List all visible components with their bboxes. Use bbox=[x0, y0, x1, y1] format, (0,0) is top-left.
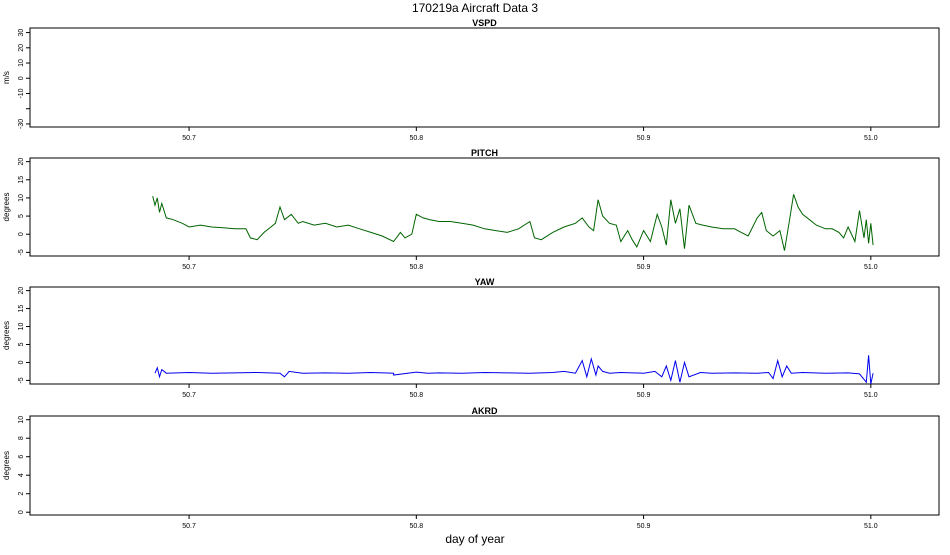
y-tick-label: -5 bbox=[18, 249, 25, 255]
y-axis-label: degrees bbox=[2, 321, 11, 350]
y-tick-label: 15 bbox=[18, 305, 25, 313]
panel-vspd: VSPD -30 -10 0 10 20 30 50.7 50.8 50.9 51.0 m/s bbox=[2, 18, 940, 142]
y-tick-label: 10 bbox=[18, 323, 25, 331]
y-tick-label: -30 bbox=[18, 119, 25, 129]
y-tick-label: 0 bbox=[18, 76, 25, 80]
x-tick-label: 50.7 bbox=[182, 264, 196, 271]
panel-akrd: AKRD 0 2 4 6 8 10 50.7 50.8 50.9 51.0 degrees bbox=[2, 406, 940, 530]
y-tick-label: 15 bbox=[18, 176, 25, 184]
x-tick-label: 50.9 bbox=[637, 523, 651, 530]
panel-yaw: YAW -5 0 5 10 15 20 50.7 50.8 50.9 51.0 degrees bbox=[2, 277, 940, 399]
x-tick-label: 51.0 bbox=[864, 523, 878, 530]
plot-frame bbox=[29, 157, 940, 257]
figure-title: 170219a Aircraft Data 3 bbox=[412, 1, 538, 15]
series-line bbox=[154, 355, 874, 385]
y-tick-label: 0 bbox=[18, 510, 25, 514]
x-tick-label: 50.7 bbox=[182, 135, 196, 142]
y-tick-label: 0 bbox=[18, 360, 25, 364]
y-tick-label: 30 bbox=[18, 29, 25, 37]
x-tick-label: 50.8 bbox=[410, 264, 424, 271]
panel-pitch: PITCH -5 0 5 10 15 20 50.7 50.8 50.9 51.0 degrees bbox=[2, 148, 940, 271]
x-tick-label: 50.8 bbox=[410, 523, 424, 530]
plot-frame bbox=[29, 286, 940, 385]
x-tick-label: 50.9 bbox=[637, 392, 651, 399]
x-tick-label: 50.8 bbox=[410, 135, 424, 142]
y-tick-label: 2 bbox=[18, 492, 25, 496]
panel-title: AKRD bbox=[472, 406, 498, 416]
y-tick-label: 4 bbox=[18, 473, 25, 477]
y-axis-label: degrees bbox=[2, 193, 11, 222]
y-axis-label: m/s bbox=[2, 71, 11, 84]
x-tick-label: 51.0 bbox=[864, 264, 878, 271]
y-tick-label: 0 bbox=[18, 232, 25, 236]
plot-frame bbox=[29, 415, 940, 516]
plot-frame bbox=[29, 27, 940, 128]
x-tick-label: 50.9 bbox=[637, 264, 651, 271]
y-axis-label: degrees bbox=[2, 451, 11, 480]
x-tick-label: 50.7 bbox=[182, 523, 196, 530]
x-axis-label: day of year bbox=[445, 532, 504, 546]
y-tick-label: 10 bbox=[18, 194, 25, 202]
panel-title: YAW bbox=[475, 277, 495, 287]
y-tick-label: 5 bbox=[18, 214, 25, 218]
y-tick-label: 6 bbox=[18, 455, 25, 459]
y-tick-label: 10 bbox=[18, 416, 25, 424]
y-tick-label: -5 bbox=[18, 377, 25, 383]
y-tick-label: 20 bbox=[18, 158, 25, 166]
x-tick-label: 50.8 bbox=[410, 392, 424, 399]
series-line bbox=[152, 194, 874, 251]
y-tick-label: -10 bbox=[18, 88, 25, 98]
panel-title: VSPD bbox=[472, 18, 497, 28]
x-tick-label: 50.9 bbox=[637, 135, 651, 142]
x-tick-label: 50.7 bbox=[182, 392, 196, 399]
x-tick-label: 51.0 bbox=[864, 392, 878, 399]
x-tick-label: 51.0 bbox=[864, 135, 878, 142]
y-tick-label: 10 bbox=[18, 59, 25, 67]
y-tick-label: 20 bbox=[18, 44, 25, 52]
y-tick-label: 20 bbox=[18, 287, 25, 295]
panel-title: PITCH bbox=[471, 148, 498, 158]
y-tick-label: 5 bbox=[18, 342, 25, 346]
y-tick-label: 8 bbox=[18, 436, 25, 440]
